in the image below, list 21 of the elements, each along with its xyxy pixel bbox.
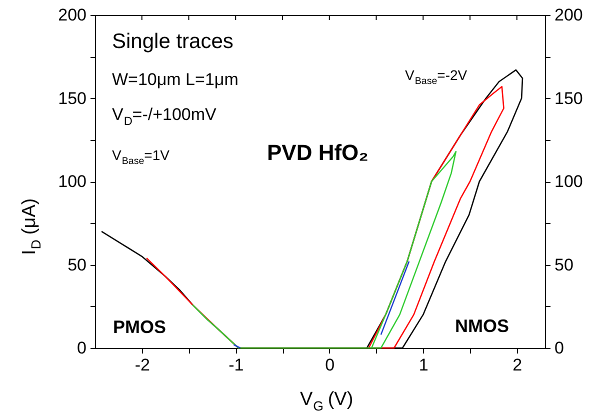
x-tick-label: 1 (418, 356, 428, 374)
y2-tick-label: 200 (554, 6, 583, 24)
y-tick-label: 200 (58, 6, 86, 24)
x-tick-label: 2 (512, 356, 522, 374)
annotation: PMOS (113, 317, 166, 337)
annotation: Single traces (112, 30, 234, 53)
annotation: NMOS (455, 316, 509, 336)
x-tick-label: 0 (325, 356, 335, 374)
y2-tick-label: 100 (554, 172, 583, 191)
y-tick-label: 50 (68, 255, 86, 274)
y-tick-label: 0 (77, 338, 86, 358)
y-tick-label: 150 (58, 88, 86, 108)
x-tick-label: -2 (134, 356, 150, 374)
x-tick-label: -1 (228, 356, 244, 374)
annotation: W=10μm L=1μm (112, 70, 238, 89)
y2-tick-label: 50 (554, 255, 574, 274)
y-axis-title: ID (μA) (19, 198, 44, 255)
y-tick-label: 100 (58, 172, 86, 191)
annotation: PVD HfO₂ (267, 140, 368, 165)
y2-tick-label: 150 (554, 88, 583, 108)
y2-tick-label: 0 (554, 338, 564, 358)
